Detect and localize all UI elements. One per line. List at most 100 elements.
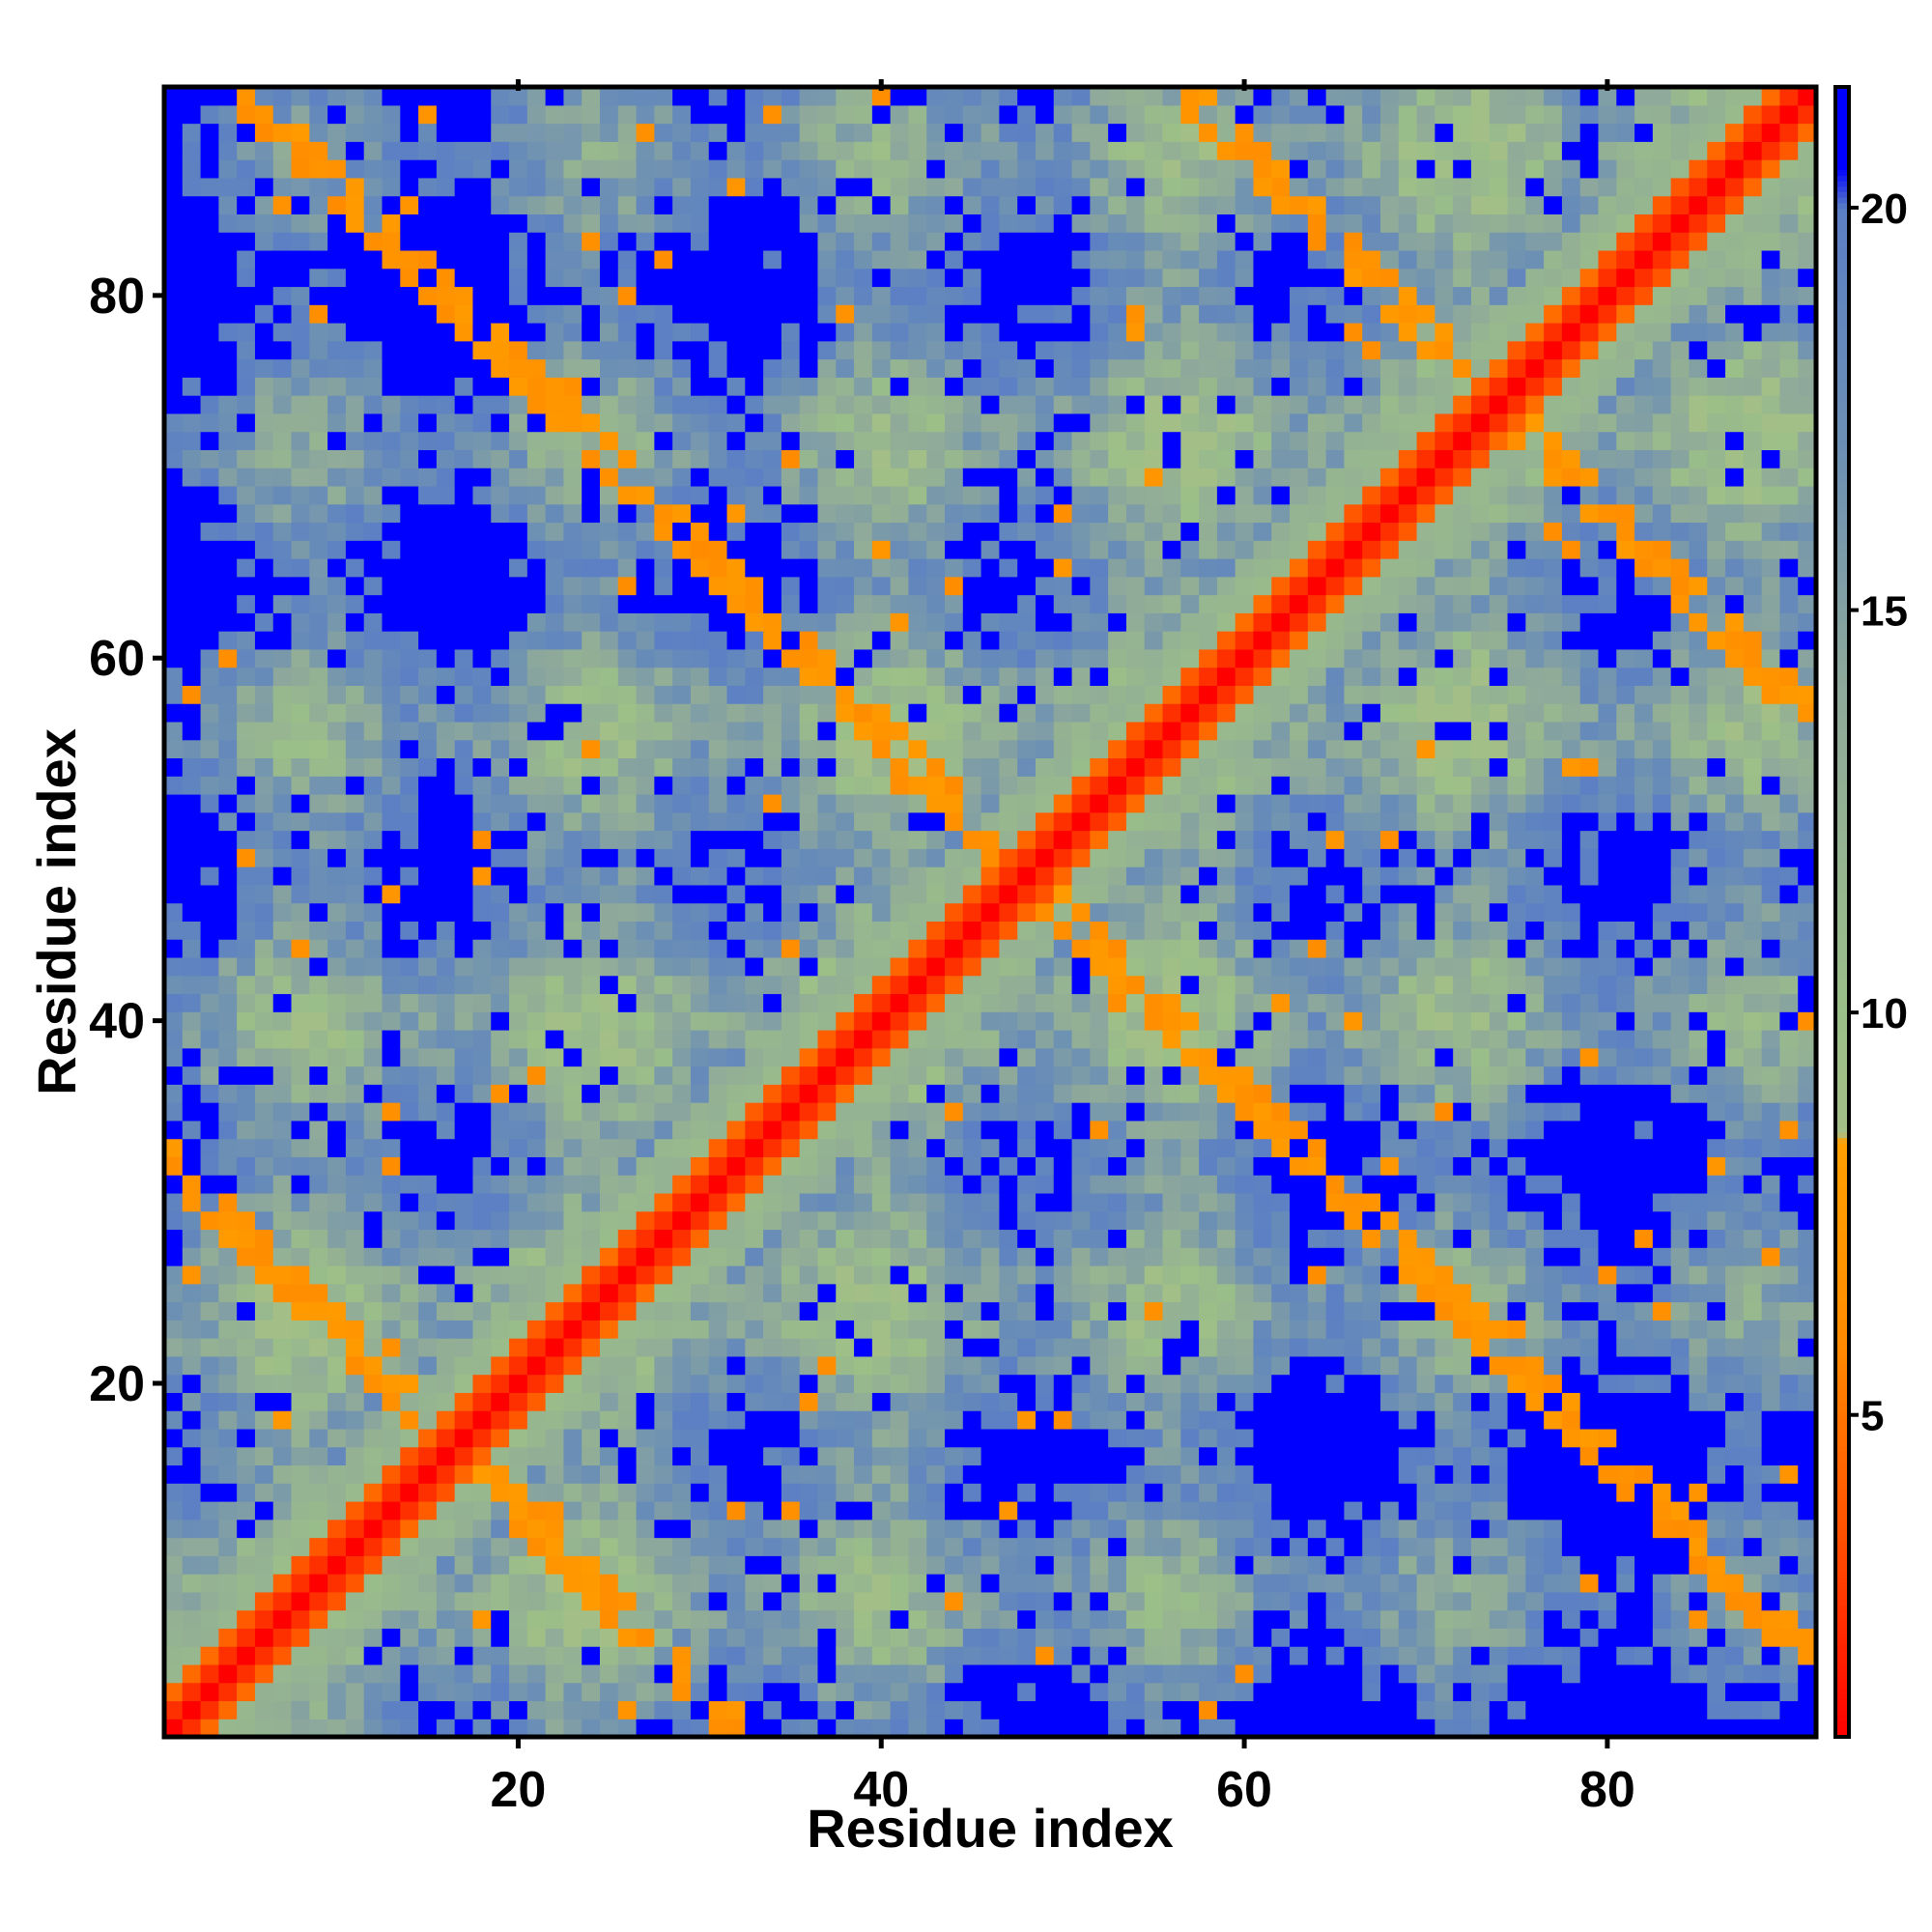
- heatmap-cell: [237, 631, 256, 650]
- heatmap-cell: [509, 1065, 528, 1085]
- heatmap-cell: [926, 1464, 946, 1484]
- heatmap-cell: [1035, 867, 1055, 886]
- heatmap-cell: [836, 177, 855, 197]
- heatmap-cell: [382, 811, 401, 832]
- heatmap-cell: [436, 141, 456, 160]
- heatmap-cell: [1071, 195, 1091, 214]
- heatmap-cell: [272, 1065, 293, 1085]
- heatmap-cell: [617, 921, 638, 940]
- heatmap-cell: [237, 1700, 256, 1719]
- heatmap-cell: [799, 431, 819, 450]
- heatmap-cell: [545, 540, 565, 559]
- heatmap-cell: [836, 268, 855, 288]
- heatmap-cell: [799, 141, 819, 160]
- heatmap-cell: [327, 213, 347, 233]
- heatmap-cell: [237, 721, 256, 741]
- heatmap-cell: [763, 249, 782, 270]
- heatmap-cell: [1071, 848, 1091, 867]
- heatmap-cell: [1144, 921, 1164, 940]
- heatmap-cell: [200, 1210, 219, 1231]
- heatmap-cell: [327, 1428, 347, 1448]
- heatmap-cell: [962, 1700, 982, 1719]
- heatmap-cell: [926, 304, 946, 324]
- heatmap-cell: [200, 232, 219, 251]
- heatmap-cell: [672, 612, 692, 632]
- heatmap-cell: [345, 921, 365, 940]
- heatmap-cell: [1017, 104, 1037, 125]
- heatmap-cell: [509, 485, 528, 505]
- heatmap-cell: [218, 232, 238, 251]
- heatmap-cell: [472, 141, 492, 160]
- heatmap-cell: [871, 1483, 892, 1502]
- heatmap-cell: [454, 867, 474, 886]
- heatmap-cell: [526, 1428, 547, 1448]
- heatmap-cell: [763, 358, 782, 378]
- heatmap-cell: [980, 1156, 1000, 1176]
- heatmap-cell: [1090, 123, 1109, 142]
- heatmap-cell: [291, 1175, 310, 1194]
- heatmap-cell: [472, 1210, 492, 1231]
- heatmap-cell: [1108, 412, 1127, 433]
- heatmap-cell: [945, 776, 964, 795]
- heatmap-cell: [1144, 558, 1164, 578]
- heatmap-cell: [382, 1537, 401, 1556]
- heatmap-cell: [945, 576, 964, 596]
- heatmap-cell: [980, 1410, 1000, 1430]
- heatmap-cell: [636, 1646, 655, 1665]
- heatmap-cell: [526, 757, 547, 777]
- heatmap-cell: [509, 1555, 528, 1575]
- heatmap-cell: [599, 667, 619, 686]
- heatmap-cell: [218, 685, 238, 704]
- heatmap-cell: [363, 648, 384, 668]
- heatmap-cell: [962, 1574, 982, 1593]
- heatmap-cell: [854, 1663, 873, 1684]
- heatmap-cell: [1108, 975, 1127, 995]
- heatmap-cell: [926, 522, 946, 541]
- heatmap-cell: [272, 1609, 293, 1629]
- heatmap-cell: [582, 1501, 601, 1520]
- heatmap-cell: [617, 141, 638, 160]
- heatmap-cell: [636, 1175, 655, 1194]
- heatmap-cell: [836, 1283, 855, 1303]
- heatmap-cell: [763, 1192, 782, 1212]
- heatmap-cell: [1017, 177, 1037, 197]
- heatmap-cell: [1108, 1574, 1127, 1593]
- heatmap-cell: [962, 1410, 982, 1430]
- heatmap-cell: [617, 1301, 638, 1321]
- heatmap-cell: [745, 884, 764, 904]
- heatmap-cell: [871, 395, 892, 414]
- heatmap-cell: [418, 1574, 438, 1593]
- heatmap-cell: [418, 123, 438, 142]
- heatmap-cell: [254, 1700, 274, 1719]
- heatmap-cell: [563, 1175, 582, 1194]
- heatmap-cell: [636, 1483, 655, 1502]
- heatmap-cell: [237, 757, 256, 777]
- heatmap-cell: [890, 1192, 910, 1212]
- heatmap-cell: [1125, 1609, 1146, 1629]
- heatmap-cell: [690, 1120, 710, 1140]
- heatmap-cell: [980, 1646, 1000, 1665]
- heatmap-cell: [1090, 1120, 1109, 1140]
- heatmap-cell: [418, 286, 438, 305]
- heatmap-cell: [472, 522, 492, 541]
- heatmap-cell: [854, 1555, 873, 1575]
- heatmap-cell: [745, 739, 764, 759]
- heatmap-cell: [363, 558, 384, 578]
- heatmap-cell: [1035, 1320, 1055, 1339]
- heatmap-cell: [871, 503, 892, 524]
- heatmap-cell: [1053, 1030, 1073, 1049]
- heatmap-cell: [545, 902, 565, 922]
- heatmap-cell: [363, 87, 384, 106]
- heatmap-cell: [182, 1175, 202, 1194]
- heatmap-cell: [272, 249, 293, 270]
- heatmap-cell: [654, 1682, 673, 1702]
- heatmap-cell: [1108, 1265, 1127, 1285]
- heatmap-cell: [763, 576, 782, 596]
- heatmap-cell: [1125, 485, 1146, 505]
- heatmap-cell: [182, 1646, 202, 1665]
- heatmap-cell: [908, 1156, 927, 1176]
- heatmap-cell: [908, 830, 927, 849]
- heatmap-cell: [926, 1446, 946, 1466]
- heatmap-cell: [1144, 1555, 1164, 1575]
- heatmap-cell: [799, 902, 819, 922]
